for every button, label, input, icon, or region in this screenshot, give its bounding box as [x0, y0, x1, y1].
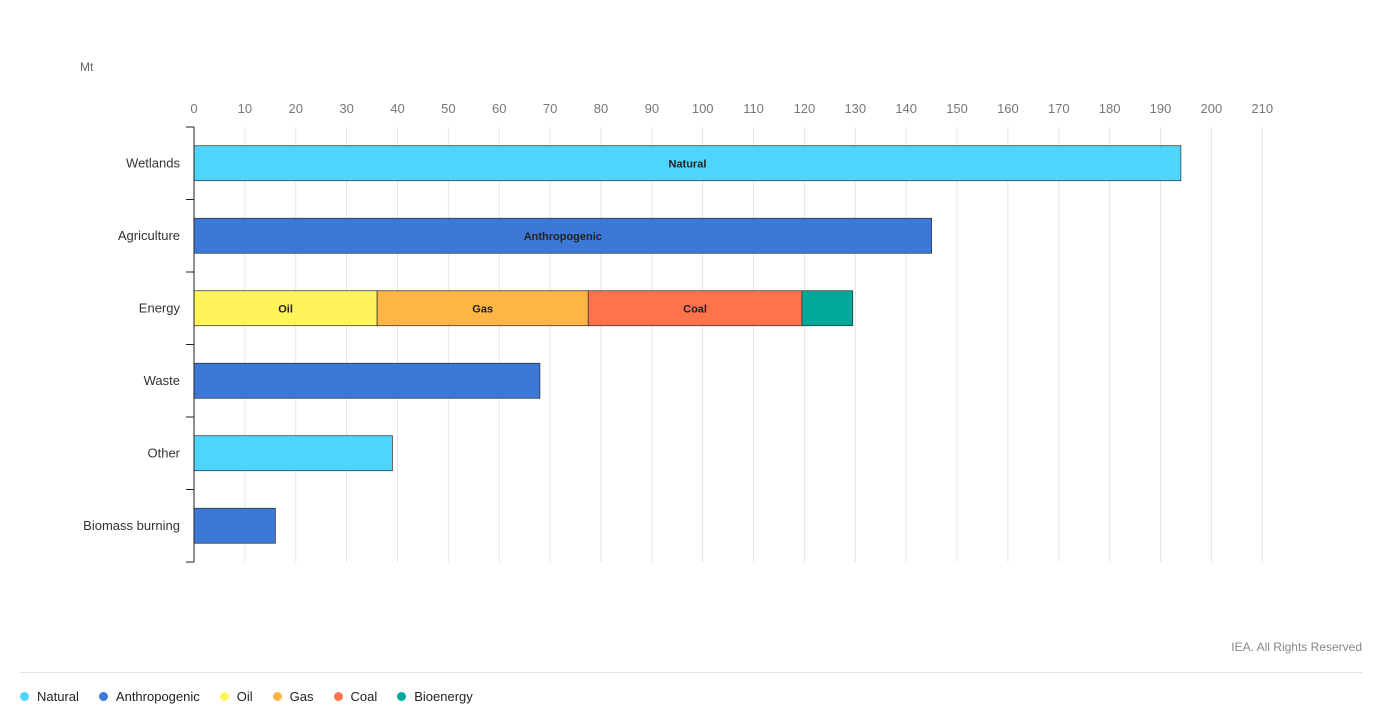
y-category-label-biomass-burning: Biomass burning — [83, 518, 180, 533]
legend-label-coal: Coal — [350, 689, 378, 704]
x-tick-label-140: 140 — [895, 101, 917, 116]
legend-dot-natural — [20, 692, 29, 701]
x-tick-label-110: 110 — [743, 101, 764, 116]
x-tick-label-190: 190 — [1150, 101, 1172, 116]
legend-label-bioenergy: Bioenergy — [414, 689, 473, 704]
legend-item-bioenergy[interactable]: Bioenergy — [397, 689, 473, 704]
legend-dot-anthropogenic — [98, 692, 108, 701]
y-category-label-energy: Energy — [139, 300, 181, 315]
bar-energy-coal — [587, 290, 803, 327]
x-tick-label-80: 80 — [594, 101, 608, 116]
x-tick-label-170: 170 — [1048, 101, 1070, 116]
segment-label-energy-oil: Oil — [278, 303, 293, 315]
legend-dot-gas — [272, 692, 282, 701]
x-tick-label-180: 180 — [1099, 101, 1121, 116]
bar-wetlands-natural — [193, 145, 1182, 182]
y-category-label-agriculture: Agriculture — [118, 228, 180, 243]
x-tick-label-130: 130 — [844, 101, 866, 116]
x-tick-label-50: 50 — [441, 101, 455, 116]
y-category-label-wetlands: Wetlands — [126, 155, 180, 170]
bar-energy-bioenergy — [801, 290, 854, 327]
x-tick-label-160: 160 — [997, 101, 1019, 116]
x-tick-label-60: 60 — [492, 101, 506, 116]
legend-item-natural[interactable]: Natural — [20, 689, 79, 704]
bar-waste-anthropogenic — [193, 362, 541, 399]
x-tick-label-0: 0 — [190, 101, 197, 116]
segment-label-wetlands-natural: Natural — [668, 158, 706, 170]
y-category-label-waste: Waste — [144, 373, 180, 388]
legend-label-gas: Gas — [289, 689, 314, 704]
legend-dot-oil — [219, 692, 229, 701]
segment-labels: Natural Anthropogenic Oil Gas Coal — [278, 158, 707, 315]
x-tick-label-120: 120 — [794, 101, 816, 116]
legend-dot-bioenergy — [397, 692, 407, 701]
bar-energy-gas — [376, 290, 589, 327]
legend-dot-coal — [333, 692, 343, 701]
legend-divider — [20, 672, 1362, 673]
x-tick-label-100: 100 — [692, 101, 714, 116]
legend-item-coal[interactable]: Coal — [333, 689, 378, 704]
x-tick-label-10: 10 — [238, 101, 252, 116]
gridlines — [244, 127, 1263, 562]
bar-other-natural — [193, 435, 393, 472]
credit-text: IEA. All Rights Reserved — [1231, 640, 1362, 654]
legend-item-oil[interactable]: Oil — [219, 689, 253, 704]
legend-item-anthropogenic[interactable]: Anthropogenic — [98, 689, 200, 704]
x-tick-label-210: 210 — [1251, 101, 1273, 116]
x-tick-label-150: 150 — [946, 101, 968, 116]
x-tick-label-200: 200 — [1201, 101, 1223, 116]
y-unit-label: Mt — [80, 60, 94, 74]
x-tick-label-40: 40 — [390, 101, 404, 116]
bar-energy-oil — [193, 290, 378, 327]
segment-label-energy-gas: Gas — [472, 303, 493, 315]
y-category-label-other: Other — [147, 445, 180, 460]
x-tick-label-70: 70 — [543, 101, 557, 116]
y-axis — [186, 126, 195, 563]
legend: Natural Anthropogenic Oil Gas Coal Bioenergy — [20, 689, 493, 704]
legend-item-gas[interactable]: Gas — [272, 689, 314, 704]
x-tick-label-90: 90 — [645, 101, 659, 116]
x-tick-label-30: 30 — [339, 101, 353, 116]
x-tick-label-20: 20 — [289, 101, 303, 116]
bar-biomass-burning-anthropogenic — [193, 507, 276, 544]
legend-label-natural: Natural — [37, 689, 79, 704]
legend-label-oil: Oil — [236, 689, 253, 704]
legend-label-anthropogenic: Anthropogenic — [115, 689, 200, 704]
y-axis-category-labels: Wetlands Agriculture Energy Waste Other Bioma… — [83, 155, 180, 533]
x-axis-tick-labels: 0 10 20 30 40 50 60 70 80 90 100 110 120 130 140 150 160… — [190, 101, 1273, 116]
segment-label-energy-coal: Coal — [683, 303, 707, 315]
bar-agriculture-anthropogenic — [193, 217, 932, 254]
bars — [193, 145, 1182, 544]
segment-label-agriculture-anthropogenic: Anthropogenic — [524, 231, 602, 243]
